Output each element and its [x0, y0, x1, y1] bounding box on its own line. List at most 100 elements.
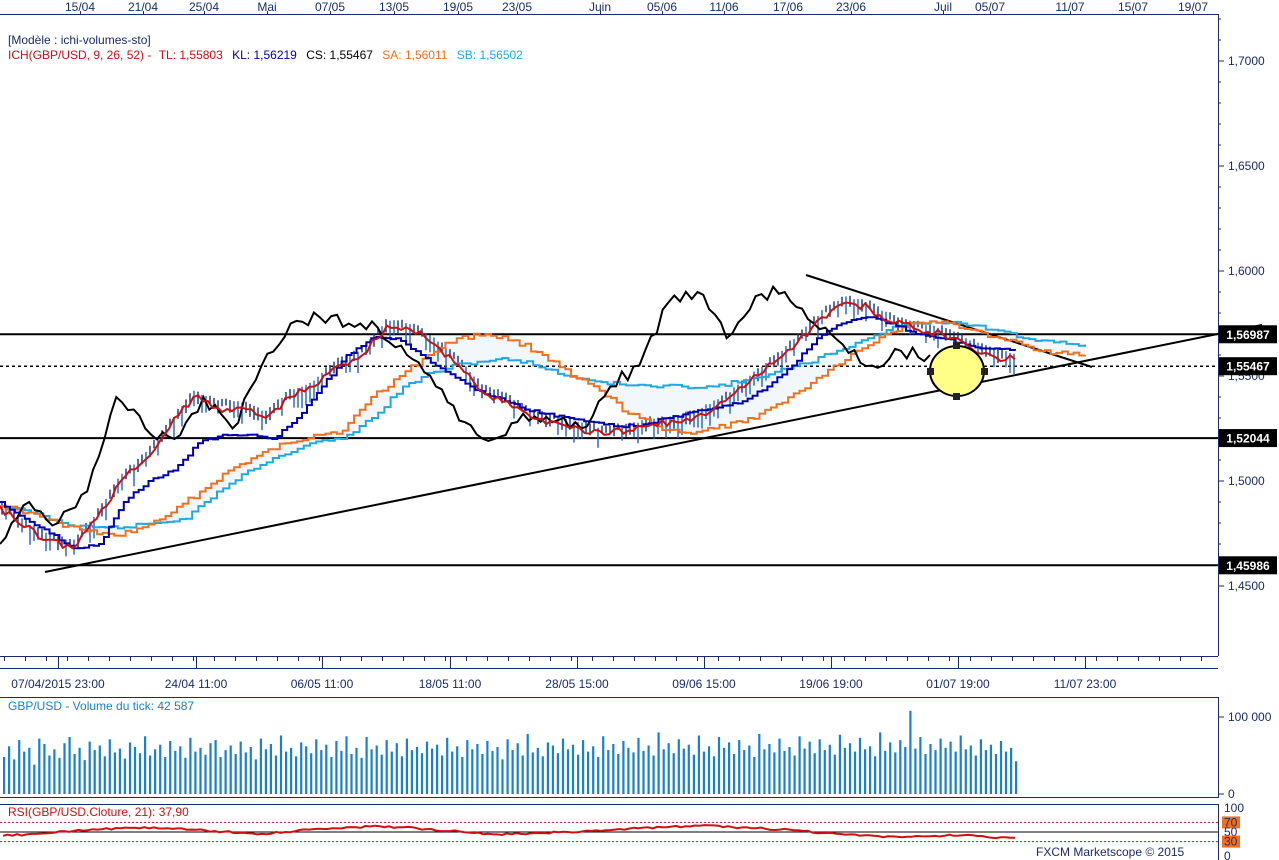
top-axis-label: 19/05 [443, 0, 473, 14]
volume-bar [184, 757, 187, 794]
volume-bar [425, 741, 429, 794]
volume-bar [491, 750, 494, 794]
footer-copyright: FXCM Marketscope © 2015 [1036, 845, 1185, 859]
sb-value: SB: 1,56502 [456, 48, 523, 62]
volume-bar [310, 753, 313, 794]
volume-bar [335, 740, 338, 794]
volume-bar [1015, 761, 1018, 794]
rsi-level-tag-box [1222, 816, 1240, 829]
price-tag-label: 1,45986 [1226, 559, 1270, 573]
bottom-axis-label: 06/05 11:00 [291, 677, 354, 691]
volume-bar [848, 743, 852, 794]
volume-bar [33, 764, 36, 794]
volume-bar [28, 747, 31, 794]
volume-bar [83, 760, 86, 794]
rsi-axis-label: 0 [1224, 849, 1231, 860]
volume-bar [149, 755, 152, 794]
volume-bar [108, 739, 111, 794]
top-axis-label: Juil [934, 0, 952, 14]
volume-bar [511, 750, 514, 794]
volume-bar [692, 754, 695, 794]
volume-bar [380, 754, 383, 794]
volume-bar [546, 742, 549, 794]
top-axis-label: 17/06 [773, 0, 803, 14]
ichimoku-lines [0, 284, 1086, 550]
volume-bar [929, 744, 932, 794]
volume-bar [551, 745, 554, 794]
price-tag-box [1219, 429, 1277, 448]
top-axis-label: Juin [589, 0, 611, 14]
volume-bar [838, 734, 841, 794]
top-axis-frame [0, 0, 1279, 15]
volume-bar [531, 752, 534, 794]
volume-bar [420, 753, 424, 794]
volume-bar [743, 750, 746, 794]
volume-bar [979, 739, 982, 794]
volume-axis-label: 100 000 [1228, 710, 1272, 724]
volume-bar [778, 738, 781, 794]
volume-bar [431, 748, 434, 794]
volume-bar [561, 738, 565, 794]
volume-bar [803, 748, 806, 794]
volume-bar [63, 743, 66, 794]
volume-bar [269, 744, 272, 794]
volume-bar [305, 746, 308, 794]
tl-value: TL: 1,55803 [158, 48, 223, 62]
volume-bar [788, 747, 791, 794]
volume-bar [486, 740, 489, 794]
volume-bar [128, 742, 132, 794]
price-tag-box [1219, 325, 1277, 344]
price-tag-label: 1,55467 [1226, 360, 1270, 374]
volume-bar [290, 747, 293, 794]
volume-bar [541, 756, 544, 794]
volume-bar [712, 756, 716, 794]
price-axis-label: 1,5000 [1228, 474, 1265, 488]
circle-handle-left[interactable] [927, 368, 934, 375]
volume-bar [48, 755, 51, 794]
volume-bar [612, 744, 615, 794]
volume-bar [833, 754, 836, 794]
volume-bar [23, 751, 26, 794]
rsi-panel [0, 821, 1218, 843]
ich-label: ICH(GBP/USD, 9, 26, 52) - [8, 48, 152, 62]
top-axis-label: Mai [257, 0, 276, 14]
volume-bar [204, 754, 207, 794]
volume-bar [138, 753, 142, 794]
volume-bar [808, 741, 811, 794]
volume-bar [577, 754, 580, 794]
volume-bar [199, 747, 202, 794]
volume-bar [405, 738, 408, 794]
volume-bar [400, 756, 403, 794]
volume-bar [813, 753, 816, 794]
volume-bar [224, 750, 227, 794]
volume-bar [179, 746, 182, 794]
tenkan-line [0, 301, 1016, 550]
volume-bar [869, 746, 872, 794]
volume-bar [828, 744, 831, 794]
volume-bar [345, 736, 348, 795]
circle-handle-right[interactable] [981, 368, 988, 375]
volume-bar [768, 744, 771, 794]
volume-bar [461, 757, 464, 794]
volume-bar [571, 744, 575, 794]
ichimoku-cloud [0, 321, 1085, 536]
top-axis-label: 23/06 [836, 0, 866, 14]
volume-bar [219, 757, 222, 794]
bottom-axis-label: 09/06 15:00 [672, 677, 736, 691]
volume-bar [753, 757, 756, 794]
price-axis-label: 1,6000 [1228, 264, 1265, 278]
volume-bar [853, 751, 857, 794]
circle-handle-bottom[interactable] [953, 393, 960, 400]
volume-bar [209, 743, 212, 794]
volume-bar [103, 756, 106, 794]
volume-bar [879, 732, 882, 794]
volume-bars [3, 710, 1018, 795]
top-axis-label: 11/06 [709, 0, 738, 14]
volume-bar [249, 747, 252, 794]
volume-bar [169, 740, 172, 794]
volume-bar [989, 744, 992, 794]
circle-handle-top[interactable] [953, 342, 960, 349]
volume-bar [899, 740, 902, 794]
